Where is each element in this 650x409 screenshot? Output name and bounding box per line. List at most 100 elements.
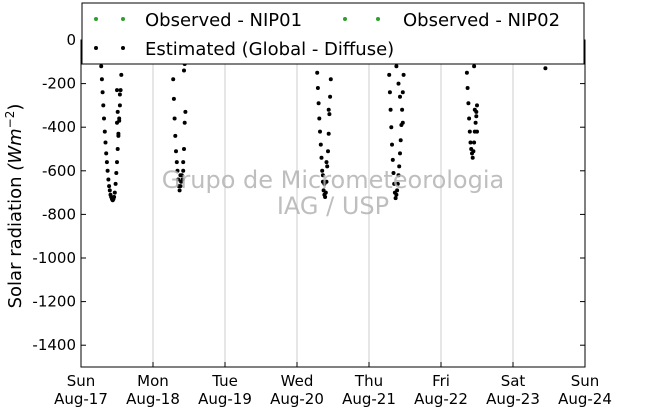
data-point-series-2 [322, 181, 327, 186]
legend-marker-estimated-2 [121, 46, 125, 50]
legend-box [81, 2, 585, 65]
data-point-series-2 [472, 107, 477, 112]
x-tick-label-day: Sun [571, 372, 600, 390]
data-point-series-2 [395, 181, 400, 186]
legend-entry-nip02: Observed - NIP02 [343, 10, 560, 31]
x-tick-label-day: Wed [281, 372, 314, 390]
legend-label-nip01: Observed - NIP01 [145, 10, 302, 31]
data-point-series-2 [324, 160, 329, 165]
data-point-series-2 [104, 151, 109, 156]
legend-marker-nip01 [94, 17, 98, 21]
data-point-series-2 [115, 109, 120, 114]
y-tick-label: -1400 [32, 336, 76, 354]
data-point-series-2 [475, 129, 479, 134]
data-point-series-2 [392, 181, 397, 186]
data-point-series-2 [315, 86, 320, 90]
data-point-series-2 [182, 147, 186, 151]
data-point-series-2 [400, 120, 405, 125]
data-point-series-2 [400, 90, 405, 95]
data-point-series-2 [472, 140, 477, 145]
data-point-series-2 [113, 181, 118, 186]
data-point-series-2 [181, 160, 186, 165]
data-point-series-2 [396, 81, 401, 86]
data-point-series-2 [328, 77, 333, 82]
data-point-series-2 [115, 160, 119, 165]
data-point-series-2 [400, 107, 405, 112]
data-point-series-2 [398, 94, 402, 99]
data-point-series-2 [105, 168, 110, 173]
x-axis-ticks: SunAug-17MonAug-18TueAug-19WedAug-20ThuA… [54, 362, 612, 408]
data-point-series-2 [171, 96, 176, 101]
data-point-series-2 [171, 77, 176, 82]
data-point-series-2 [117, 92, 122, 97]
x-tick-label-date: Aug-22 [414, 390, 468, 408]
data-point-series-2 [387, 72, 392, 77]
data-point-series-2 [173, 133, 178, 138]
y-tick-label: -400 [42, 118, 76, 136]
x-tick-label-date: Aug-19 [198, 390, 252, 408]
data-point-series-2 [115, 147, 120, 151]
data-point-series-2 [112, 190, 117, 195]
data-point-series-2 [323, 195, 328, 199]
x-tick-label-date: Aug-21 [342, 390, 396, 408]
x-tick-label-date: Aug-18 [126, 390, 180, 408]
data-point-series-2 [175, 168, 180, 173]
data-point-series-2 [390, 157, 395, 162]
data-point-series-2 [388, 107, 393, 112]
data-point-series-2 [117, 116, 122, 121]
data-point-series-2 [320, 173, 325, 178]
data-point-series-2 [99, 77, 104, 82]
data-point-series-2 [176, 177, 181, 182]
data-point-series-2 [318, 142, 323, 147]
watermark: Grupo de Micrometeorologia IAG / USP [162, 166, 504, 220]
data-point-series-2 [326, 107, 331, 112]
data-point-series-2 [467, 129, 472, 134]
data-point-series-2 [119, 72, 124, 77]
data-point-series-2 [320, 168, 325, 173]
y-tick-label: -200 [42, 75, 76, 93]
y-axis-label: Solar radiation (Wm−2) [3, 104, 26, 309]
data-point-series-2 [106, 177, 111, 182]
data-point-series-2 [316, 101, 321, 106]
data-point-series-2 [393, 196, 398, 201]
data-point-series-2 [470, 155, 475, 160]
data-point-series-2 [394, 192, 399, 197]
data-point-series-2 [102, 129, 107, 134]
data-point-series-2 [116, 131, 121, 136]
x-tick-label-day: Fri [432, 372, 450, 390]
data-point-series-2 [317, 116, 322, 121]
data-point-series-2 [182, 120, 187, 125]
x-tick-label-day: Sun [67, 372, 96, 390]
data-point-series-2 [181, 168, 186, 173]
data-point-series-2 [389, 125, 394, 130]
data-point-series-2 [114, 171, 119, 175]
y-tick-label: 0 [66, 31, 76, 49]
data-point-series-2 [101, 103, 106, 108]
watermark-line-2: IAG / USP [277, 192, 389, 220]
data-point-series-2 [328, 94, 333, 99]
y-tick-label: -1200 [32, 293, 76, 311]
data-point-series-2 [118, 88, 123, 93]
data-point-series-2 [398, 151, 402, 156]
data-point-series-2 [326, 131, 331, 136]
data-point-series-2 [472, 64, 477, 69]
data-point-series-2 [174, 149, 178, 154]
data-point-series-2 [183, 109, 188, 114]
data-point-series-2 [318, 129, 322, 134]
data-point-series-2 [471, 149, 476, 154]
data-point-series-2 [182, 68, 186, 73]
data-point-series-2 [115, 120, 119, 125]
data-point-series-2 [319, 155, 324, 160]
data-point-series-2 [398, 138, 403, 143]
data-point-series-2 [465, 86, 470, 90]
legend-marker-estimated [94, 46, 98, 50]
legend-marker-nip02 [343, 17, 347, 21]
y-axis-ticks: 0 -200 -400 -600 -800 -1000 -1200 -1400 [32, 31, 585, 354]
data-point-series-2 [99, 64, 104, 69]
vertical-grid-lines [152, 40, 514, 367]
data-point-series-2 [387, 90, 392, 95]
x-tick-label-date: Aug-20 [270, 390, 324, 408]
x-tick-label-day: Tue [211, 372, 238, 390]
data-point-series-2 [178, 173, 183, 178]
